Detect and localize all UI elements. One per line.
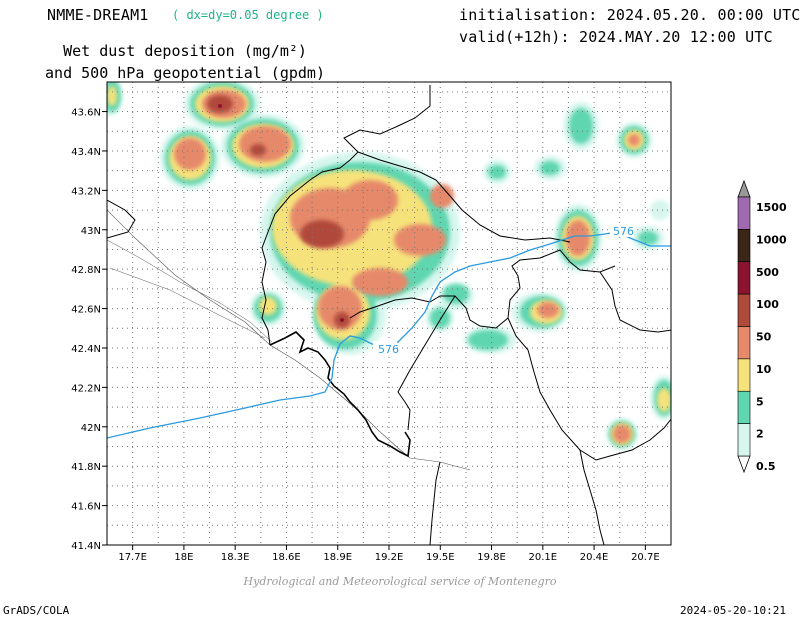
lat-tick-label: 41.6N [71,502,101,513]
lat-tick-label: 42.8N [71,265,101,276]
border-macedonia [507,317,671,461]
montenegro-coast [269,331,411,458]
border-albania-south [429,461,441,545]
grid-lines [107,82,671,545]
legend-swatches [737,196,751,457]
lat-tick-label: 43.4N [71,147,101,158]
border-west [107,199,136,239]
legend-bottom-arrow [737,455,751,474]
lon-tick-label: 18E [174,552,193,563]
legend-swatch [737,261,751,295]
lon-tick-label: 17.7E [118,552,147,563]
contour-label-576-b: 576 [613,225,634,238]
credit-line: Hydrological and Meteorological service … [243,575,557,588]
color-legend: 1500 1000 500 100 50 10 5 2 0.5 [737,179,787,474]
plot-area: 576 576 [107,82,671,545]
lat-tick-label: 41.4N [71,541,101,552]
legend-swatch [737,423,751,457]
border-albania [397,295,456,431]
lon-tick-label: 19.8E [477,552,506,563]
legend-swatch [737,229,751,263]
lon-tick-label: 19.2E [375,552,404,563]
lat-tick-label: 43.6N [71,108,101,119]
border-bulgaria [599,271,671,333]
lon-tick-label: 18.9E [323,552,352,563]
lat-tick-label: 43.2N [71,186,101,197]
contour-label-bg-1 [373,341,397,355]
lat-tick-label: 42.6N [71,305,101,316]
coastline-inner [107,239,273,343]
lon-tick-label: 18.3E [221,552,250,563]
legend-level-label: 2 [756,428,764,441]
legend-level-label: 1000 [756,233,787,246]
legend-swatch [737,358,751,392]
longitude-labels: 17.7E 18E 18.3E 18.6E 18.9E 19.2E 19.5E 19.8E 20… [118,552,659,563]
coastline-and-borders [107,85,671,545]
timestamp-label: 2024-05-20-10:21 [680,604,786,617]
legend-level-label: 100 [756,298,779,311]
lat-tick-label: 41.8N [71,462,101,473]
lon-tick-label: 18.6E [272,552,301,563]
border-serbia [357,151,571,243]
legend-swatch [737,293,751,327]
lon-tick-label: 19.5E [426,552,455,563]
legend-level-label: 50 [756,331,772,344]
contour-label-576-a: 576 [378,343,399,356]
dust-level-100 [218,104,344,322]
software-label: GrADS/COLA [3,604,70,617]
lat-tick-label: 42.2N [71,383,101,394]
lon-tick-label: 20.1E [529,552,558,563]
border-north [261,85,431,346]
legend-top-arrow [737,179,751,198]
lon-tick-label: 20.4E [580,552,609,563]
title-line-1: Wet dust deposition (mg/m²) [63,42,307,60]
border-greece [579,449,605,545]
lat-tick-label: 42.4N [71,344,101,355]
legend-level-label: 10 [756,363,772,376]
legend-level-label: 500 [756,266,779,279]
valid-time: valid(+12h): 2024.MAY.20 12:00 UTC [459,28,773,46]
geopotential-contour-576 [107,231,671,439]
legend-labels: 1500 1000 500 100 50 10 5 2 0.5 [756,201,787,473]
latitude-labels: 43.6N 43.4N 43.2N 43N 42.8N 42.6N 42.4N 42.2N 42… [71,108,101,552]
map-title: Wet dust deposition (mg/m²) and 500 hPa … [34,40,336,84]
lat-tick-label: 43N [81,226,101,237]
lon-tick-label: 20.7E [631,552,660,563]
legend-swatch [737,390,751,424]
init-time: initialisation: 2024.05.20. 00:00 UTC [459,6,800,24]
lat-tick-label: 42N [81,423,101,434]
legend-level-label: 1500 [756,201,787,214]
model-name: NMME-DREAM1 [47,6,149,24]
title-line-2: and 500 hPa geopotential (gpdm) [45,64,325,82]
axis-ticks [102,111,646,550]
legend-level-label: 5 [756,395,764,408]
legend-level-label: 0.5 [756,460,776,473]
legend-swatch [737,196,751,230]
coastline-islands [109,267,266,339]
border-kosovo [349,249,616,329]
legend-swatch [737,326,751,360]
contour-label-bg-2 [610,223,634,237]
resolution-note: ( dx=dy=0.05 degree ) [172,8,324,22]
